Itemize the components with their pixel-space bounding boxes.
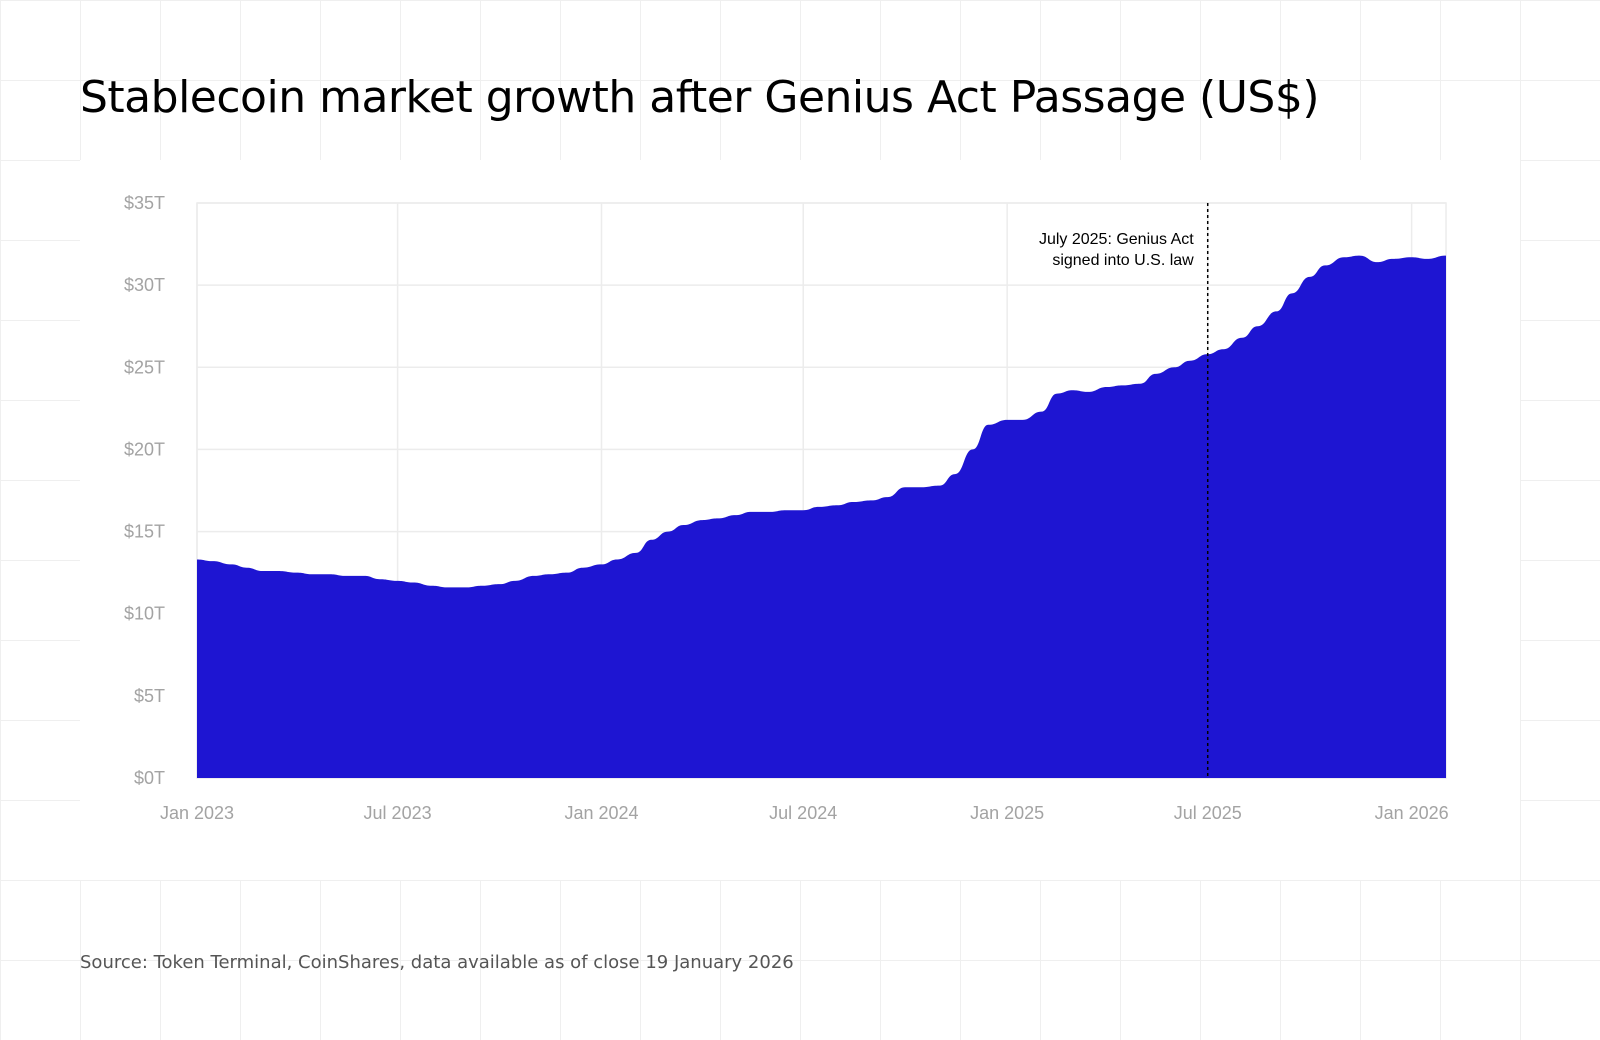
y-tick-label: $20T bbox=[124, 439, 165, 459]
y-tick-label: $10T bbox=[124, 604, 165, 624]
x-tick-label: Jul 2023 bbox=[364, 803, 432, 823]
chart-title: Stablecoin market growth after Genius Ac… bbox=[80, 72, 1319, 123]
area-layer bbox=[197, 255, 1446, 779]
y-tick-label: $30T bbox=[124, 275, 165, 295]
y-tick-label: $35T bbox=[124, 193, 165, 213]
area-chart: July 2025: Genius Act signed into U.S. la… bbox=[124, 193, 1449, 823]
x-tick-label: Jul 2025 bbox=[1174, 803, 1242, 823]
y-tick-label: $15T bbox=[124, 522, 165, 542]
source-note: Source: Token Terminal, CoinShares, data… bbox=[80, 952, 794, 973]
annotation-label: July 2025: Genius Act bbox=[1039, 231, 1194, 248]
y-tick-label: $5T bbox=[134, 686, 165, 706]
market-cap-area bbox=[197, 255, 1446, 779]
x-tick-label: Jul 2024 bbox=[769, 803, 837, 823]
x-tick-label: Jan 2026 bbox=[1375, 803, 1449, 823]
y-tick-label: $0T bbox=[134, 768, 165, 788]
annotation-label: signed into U.S. law bbox=[1052, 252, 1194, 269]
y-tick-label: $25T bbox=[124, 357, 165, 377]
chart-card: July 2025: Genius Act signed into U.S. la… bbox=[80, 160, 1520, 880]
x-tick-label: Jan 2025 bbox=[970, 803, 1044, 823]
axis-layer: $0T $5T $10T $15T $20T $25T $30T $35T Jan 2023 Ju… bbox=[124, 193, 1449, 823]
x-tick-label: Jan 2024 bbox=[564, 803, 638, 823]
annotation-layer: July 2025: Genius Act signed into U.S. la… bbox=[1039, 203, 1209, 778]
x-tick-label: Jan 2023 bbox=[160, 803, 234, 823]
